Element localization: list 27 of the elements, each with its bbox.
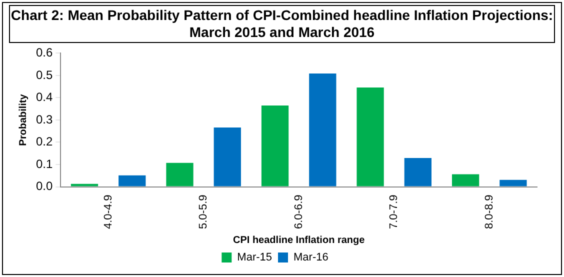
bar: [214, 128, 241, 186]
bar: [500, 180, 527, 186]
x-axis-title: CPI headline Inflation range: [232, 234, 366, 246]
y-tick-label: 0.6: [36, 46, 53, 60]
y-tick-label: 0.4: [36, 90, 53, 104]
x-tick-label: 8.0-8.9: [483, 194, 496, 230]
chart-title: Chart 2: Mean Probability Pattern of CPI-Combined headline Inflation Projections: March 2015 and March 2016: [9, 5, 555, 43]
legend-label: Mar-15: [237, 252, 272, 264]
bar: [261, 106, 289, 186]
x-tick-label: 7.0-7.9: [388, 194, 400, 230]
y-tick-label: 0.0: [36, 179, 53, 194]
bar: [452, 174, 480, 186]
y-tick-label: 0.5: [36, 68, 53, 82]
x-tick-label: 6.0-6.9: [292, 194, 305, 230]
bar: [70, 184, 98, 186]
bar: [404, 158, 432, 186]
y-tick-label: 0.3: [36, 112, 53, 126]
bar: [356, 87, 384, 186]
y-tick-label: 0.1: [36, 156, 53, 171]
bar: [118, 175, 146, 186]
x-tick-label: 5.0-5.9: [198, 194, 210, 230]
y-tick-label: 0.2: [36, 134, 53, 149]
x-tick-label: 4.0-4.9: [102, 194, 114, 230]
bar: [309, 73, 336, 186]
bar: [166, 162, 194, 186]
y-axis-title: Probability: [18, 94, 29, 146]
legend-label: Mar-16: [294, 252, 328, 264]
